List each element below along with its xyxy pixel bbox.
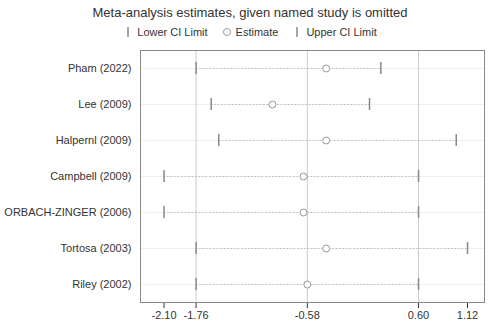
svg-text:Pham (2022): Pham (2022) xyxy=(68,62,132,74)
svg-text:1.12: 1.12 xyxy=(457,309,478,321)
svg-text:Tortosa (2003): Tortosa (2003) xyxy=(61,242,132,254)
html-text:Meta-analysis estimates, given: Meta-analysis estimates, given named stu… xyxy=(92,5,408,20)
html-text:Estimate: Estimate xyxy=(235,26,279,38)
svg-text:Halpernl (2009): Halpernl (2009) xyxy=(56,134,132,146)
svg-text:Campbell (2009): Campbell (2009) xyxy=(50,170,131,182)
svg-text:Riley (2002): Riley (2002) xyxy=(72,278,131,290)
svg-text:0.60: 0.60 xyxy=(408,309,429,321)
html-text:Lower CI Limit: Lower CI Limit xyxy=(137,26,208,38)
svg-text:-0.58: -0.58 xyxy=(295,309,320,321)
svg-text:ORBACH-ZINGER (2006): ORBACH-ZINGER (2006) xyxy=(4,206,131,218)
svg-text:-1.76: -1.76 xyxy=(184,309,209,321)
svg-text:Lee (2009): Lee (2009) xyxy=(78,98,131,110)
svg-text:-2.10: -2.10 xyxy=(152,309,177,321)
html-text:Upper CI Limit: Upper CI Limit xyxy=(306,26,377,38)
